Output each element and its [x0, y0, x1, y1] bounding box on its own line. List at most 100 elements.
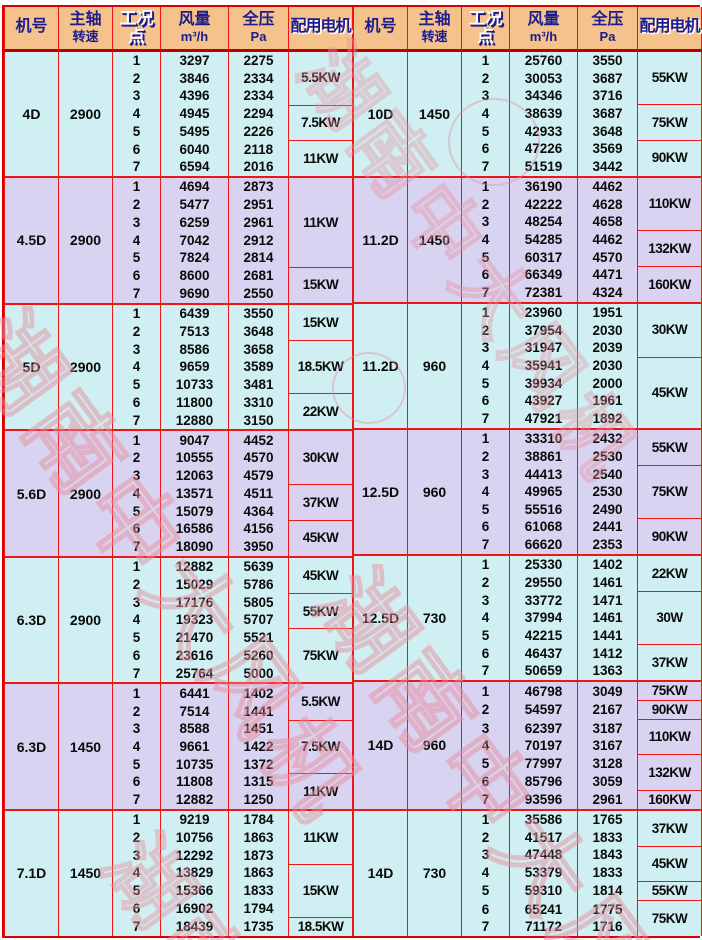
- speed-header-line2: 转速: [421, 28, 448, 44]
- air-flow-cell: 42933: [509, 122, 578, 141]
- operating-point-cell: 2: [112, 449, 161, 468]
- total-pressure-cell: 2550: [228, 284, 289, 304]
- total-pressure-cell: 1372: [228, 755, 289, 774]
- right-spec-table: 机号 主轴 转速 工况点 风量 m³/h 全压 Pa 配用电机 10D 1450 1 257…: [353, 7, 702, 936]
- operating-point-cell: 7: [461, 409, 510, 429]
- air-flow-cell: 85796: [509, 772, 578, 791]
- air-flow-cell: 9219: [160, 808, 229, 829]
- spec-row: 2 54597 2167 90KW: [354, 700, 702, 720]
- operating-point-cell: 1: [112, 49, 161, 70]
- operating-point-cell: 7: [112, 664, 161, 684]
- machine-number-cell: 5.6D: [4, 429, 59, 557]
- shaft-speed-cell: 1450: [407, 175, 462, 303]
- air-flow-cell: 6594: [160, 158, 229, 178]
- air-flow-cell: 42222: [509, 195, 578, 214]
- air-flow-cell: 4396: [160, 87, 229, 106]
- operating-point-cell: 4: [112, 105, 161, 123]
- motor-power-cell: 7.5KW: [288, 719, 353, 774]
- flow-column-header: 风量 m³/h: [160, 7, 229, 52]
- operating-point-cell: 4: [112, 737, 161, 756]
- operating-point-cell: 3: [461, 591, 510, 610]
- machine-number-cell: 4.5D: [4, 176, 59, 304]
- operating-point-cell: 7: [461, 157, 510, 177]
- spec-row: 6 85796 3059: [354, 772, 702, 791]
- total-pressure-cell: 4570: [577, 248, 638, 267]
- operating-point-cell: 4: [112, 484, 161, 503]
- operating-point-cell: 5: [112, 755, 161, 774]
- motor-power-cell: 110KW: [637, 175, 702, 231]
- speed-column-header: 主轴 转速: [58, 7, 113, 52]
- machine-column-header: 机号: [4, 7, 59, 52]
- operating-point-cell: 2: [112, 322, 161, 341]
- total-pressure-cell: 1873: [228, 846, 289, 865]
- air-flow-cell: 15366: [160, 882, 229, 900]
- air-flow-cell: 42215: [509, 626, 578, 645]
- motor-power-cell: 5.5KW: [288, 682, 353, 721]
- point-column-header: 工况点: [461, 7, 510, 52]
- operating-point-cell: 4: [461, 357, 510, 375]
- total-pressure-cell: 1843: [577, 846, 638, 864]
- total-pressure-cell: 3687: [577, 69, 638, 88]
- total-pressure-cell: 5260: [228, 646, 289, 665]
- spec-row: 12.5D 730 1 25330 1402 22KW: [353, 553, 702, 682]
- machine-number-cell: 14D: [353, 680, 408, 810]
- air-flow-cell: 12880: [160, 411, 229, 431]
- spec-row: 7 71172 1716: [354, 918, 702, 936]
- motor-power-cell: 132KW: [637, 230, 702, 267]
- spec-row: 2 10756 1863: [5, 828, 353, 847]
- operating-point-cell: 1: [461, 808, 510, 829]
- motor-power-cell: 18.5KW: [288, 916, 353, 936]
- flow-header-label: 风量: [178, 11, 211, 29]
- spec-row: 5 15366 1833: [5, 882, 353, 900]
- spec-row: 5 39934 2000: [354, 374, 702, 393]
- spec-row: 5 10733 3481: [5, 375, 353, 394]
- operating-point-cell: 4: [112, 231, 161, 250]
- speed-header-line1: 主轴: [418, 11, 451, 29]
- operating-point-cell: 2: [112, 196, 161, 214]
- total-pressure-cell: 4628: [577, 195, 638, 214]
- air-flow-cell: 23616: [160, 646, 229, 665]
- air-flow-cell: 9659: [160, 358, 229, 376]
- air-flow-cell: 25760: [509, 49, 578, 70]
- spec-row: 5 7824 2814: [5, 249, 353, 268]
- spec-row: 7 93596 2961 160KW: [354, 789, 702, 810]
- total-pressure-cell: 2294: [228, 105, 289, 123]
- spec-row: 6 11800 3310 22KW: [5, 393, 353, 431]
- spec-row: 4D 2900 1 3297 2275 5.5KW: [4, 48, 353, 178]
- motor-power-cell: 75KW: [637, 680, 702, 701]
- operating-point-cell: 1: [112, 555, 161, 576]
- spec-row: 6 65241 1775 75KW: [354, 900, 702, 936]
- operating-point-cell: 2: [112, 575, 161, 594]
- spec-row: 7 12880 3150: [5, 411, 353, 431]
- spec-row: 2 29550 1461: [354, 573, 702, 592]
- air-flow-cell: 66349: [509, 266, 578, 284]
- spec-row: 6 8600 2681 15KW: [5, 266, 353, 304]
- operating-point-cell: 3: [461, 339, 510, 358]
- total-pressure-cell: 3059: [577, 772, 638, 791]
- spec-tables-container: 机号 主轴 转速 工况点 风量 m³/h 全压 Pa 配用电机 4D 2900 1 3297…: [2, 5, 702, 938]
- operating-point-cell: 2: [461, 828, 510, 847]
- operating-point-cell: 4: [461, 483, 510, 501]
- total-pressure-cell: 3550: [228, 302, 289, 323]
- pressure-header-unit: Pa: [599, 28, 616, 44]
- operating-point-cell: 6: [112, 899, 161, 918]
- total-pressure-cell: 2432: [577, 427, 638, 448]
- machine-number-cell: 4D: [4, 48, 59, 178]
- operating-point-cell: 1: [461, 49, 510, 70]
- spec-row: 7.1D 1450 1 9219 1784 11KW: [4, 808, 353, 936]
- total-pressure-cell: 3128: [577, 754, 638, 773]
- spec-row: 5D 2900 1 6439 3550 15KW: [4, 302, 353, 431]
- spec-row: 6 23616 5260: [5, 646, 353, 665]
- motor-power-cell: 160KW: [637, 265, 702, 303]
- total-pressure-cell: 5521: [228, 628, 289, 647]
- total-pressure-cell: 1833: [577, 828, 638, 847]
- spec-row: 3 33772 1471 30W: [354, 591, 702, 645]
- air-flow-cell: 8588: [160, 720, 229, 738]
- air-flow-cell: 29550: [509, 573, 578, 592]
- total-pressure-cell: 5707: [228, 611, 289, 629]
- air-flow-cell: 16902: [160, 899, 229, 918]
- spec-row: 6 11808 1315 11KW: [5, 772, 353, 810]
- air-flow-cell: 34346: [509, 87, 578, 105]
- operating-point-cell: 7: [112, 790, 161, 810]
- operating-point-cell: 6: [112, 520, 161, 538]
